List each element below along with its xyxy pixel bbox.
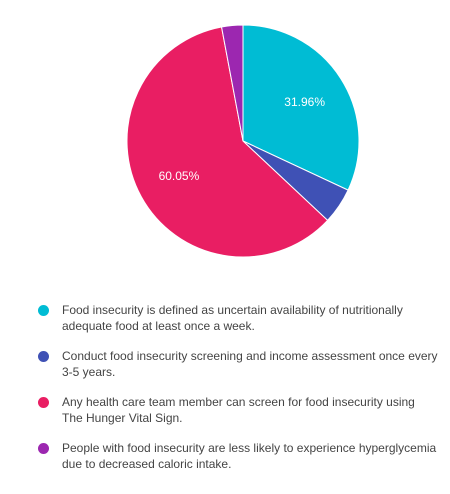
legend-label: Conduct food insecurity screening and in…	[62, 349, 438, 379]
legend-color-dot	[38, 305, 49, 316]
chart-legend: Food insecurity is defined as uncertain …	[38, 303, 438, 487]
legend-label: Any health care team member can screen f…	[62, 395, 415, 425]
legend-item[interactable]: Any health care team member can screen f…	[38, 395, 438, 426]
legend-item[interactable]: People with food insecurity are less lik…	[38, 441, 438, 472]
pie-slice[interactable]	[242, 24, 360, 191]
pie-slice[interactable]	[126, 26, 329, 258]
legend-item[interactable]: Conduct food insecurity screening and in…	[38, 349, 438, 380]
slice-data-label: 60.05%	[159, 169, 200, 183]
legend-label: People with food insecurity are less lik…	[62, 441, 437, 471]
pie-chart: 31.96% 60.05%	[126, 24, 360, 258]
legend-color-dot	[38, 397, 49, 408]
legend-item[interactable]: Food insecurity is defined as uncertain …	[38, 303, 438, 334]
legend-color-dot	[38, 351, 49, 362]
pie-slice[interactable]	[220, 24, 244, 142]
legend-color-dot	[38, 443, 49, 454]
slice-data-label: 31.96%	[284, 95, 325, 109]
legend-label: Food insecurity is defined as uncertain …	[62, 303, 403, 333]
